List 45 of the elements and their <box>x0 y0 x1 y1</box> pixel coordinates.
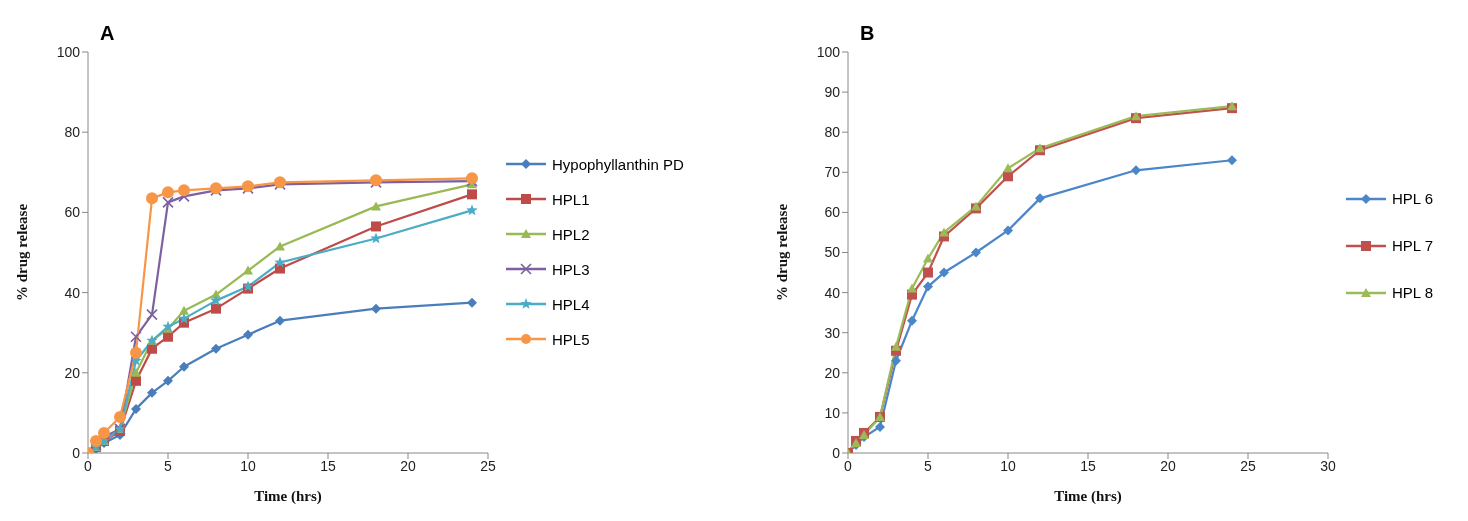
y-tick-label: 10 <box>824 404 841 421</box>
y-axis-title: % drug release <box>774 203 791 302</box>
x-axis-title: Time (hrs) <box>1054 488 1122 505</box>
y-tick-label: 90 <box>824 84 841 101</box>
x-tick-label: 30 <box>1320 457 1336 474</box>
y-tick-label: 60 <box>64 204 81 221</box>
legend-label: HPL2 <box>552 225 590 243</box>
y-tick-label: 20 <box>64 364 81 381</box>
y-tick-label: 80 <box>64 124 81 141</box>
legend-label: HPL 6 <box>1392 190 1434 207</box>
legend-label: HPL1 <box>552 190 590 208</box>
y-tick-label: 50 <box>824 244 841 261</box>
legend-label: HPL 8 <box>1392 284 1434 301</box>
x-tick-label: 15 <box>1080 457 1096 474</box>
x-tick-label: 20 <box>400 457 416 474</box>
legend-label: HPL 7 <box>1392 237 1434 254</box>
y-tick-label: 30 <box>824 324 841 341</box>
x-tick-label: 10 <box>1000 457 1016 474</box>
y-tick-label: 80 <box>824 124 841 141</box>
x-tick-label: 5 <box>164 457 173 474</box>
y-tick-label: 100 <box>56 43 81 60</box>
legend-label: HPL5 <box>552 330 590 348</box>
y-tick-label: 60 <box>824 204 841 221</box>
y-tick-label: 40 <box>64 284 81 301</box>
x-tick-label: 5 <box>924 457 933 474</box>
x-tick-label: 25 <box>480 457 496 474</box>
x-tick-label: 0 <box>844 457 853 474</box>
legend-label: Hypophyllanthin PD <box>552 155 684 173</box>
x-tick-label: 20 <box>1160 457 1176 474</box>
y-tick-label: 100 <box>816 43 841 60</box>
x-tick-label: 15 <box>320 457 336 474</box>
y-tick-label: 40 <box>824 284 841 301</box>
chart-title: A <box>100 22 115 45</box>
x-tick-label: 10 <box>240 457 256 474</box>
legend-label: HPL3 <box>552 260 590 278</box>
y-tick-label: 70 <box>824 164 841 181</box>
x-tick-label: 25 <box>1240 457 1256 474</box>
chart-title: B <box>860 22 875 45</box>
x-tick-label: 0 <box>84 457 93 474</box>
y-axis-title: % drug release <box>14 203 31 302</box>
y-tick-label: 0 <box>72 444 81 461</box>
y-tick-label: 20 <box>824 364 841 381</box>
legend-label: HPL4 <box>552 295 590 313</box>
x-axis-title: Time (hrs) <box>254 488 322 505</box>
y-tick-label: 0 <box>832 444 841 461</box>
